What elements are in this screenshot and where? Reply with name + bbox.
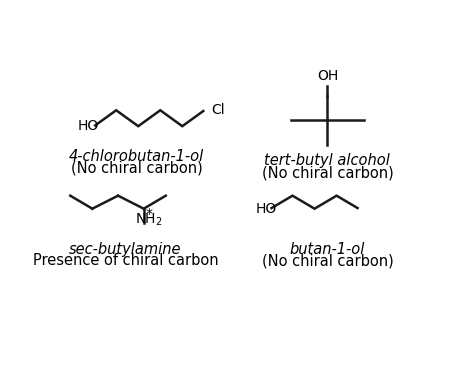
Text: OH: OH	[317, 69, 338, 83]
Text: Cl: Cl	[211, 103, 225, 117]
Text: (No chiral carbon): (No chiral carbon)	[262, 165, 393, 180]
Text: HO: HO	[78, 119, 99, 133]
Text: *: *	[146, 208, 153, 221]
Text: (No chiral carbon): (No chiral carbon)	[71, 161, 202, 176]
Text: HO: HO	[256, 202, 277, 216]
Text: tert-butyl alcohol: tert-butyl alcohol	[264, 153, 391, 168]
Text: 4-chlorobutan-1-ol: 4-chlorobutan-1-ol	[69, 149, 204, 164]
Text: sec-butylamine: sec-butylamine	[69, 242, 182, 257]
Text: NH$_2$: NH$_2$	[136, 211, 163, 227]
Text: butan-1-ol: butan-1-ol	[290, 242, 365, 257]
Text: (No chiral carbon): (No chiral carbon)	[262, 253, 393, 268]
Text: Presence of chiral carbon: Presence of chiral carbon	[33, 253, 218, 268]
